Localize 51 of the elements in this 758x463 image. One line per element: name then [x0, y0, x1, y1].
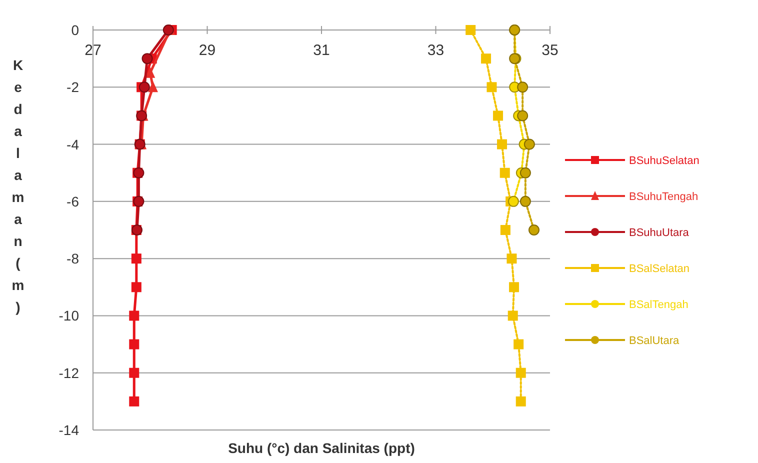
point [508, 196, 519, 207]
point [520, 196, 531, 207]
y-tick-label: -12 [58, 364, 80, 381]
y-tick-label: -8 [66, 250, 80, 267]
point [145, 66, 156, 78]
text: BSuhuSelatan [629, 155, 700, 167]
point [520, 167, 531, 178]
point [148, 81, 158, 92]
point [129, 310, 140, 321]
y-tick-label: -14 [58, 422, 80, 438]
text: BSuhuUtara [629, 227, 690, 239]
y-tick-label: 0 [71, 22, 80, 38]
y-tick-label: -6 [66, 193, 80, 210]
point [506, 254, 517, 264]
point [500, 168, 510, 178]
point [131, 282, 142, 292]
point [528, 224, 540, 236]
text: Kedalaman (m) [12, 57, 24, 315]
point [517, 82, 528, 93]
text: BSalSelatan [629, 263, 690, 275]
x-tick-label: 35 [542, 42, 558, 59]
y-tick-label: -2 [66, 79, 80, 96]
point [466, 25, 476, 35]
point [481, 54, 492, 64]
point [129, 368, 140, 378]
point [524, 138, 535, 150]
x-axis-title: Suhu (°c) dan Salinitas (ppt) [228, 440, 415, 456]
point [129, 396, 140, 406]
point [129, 339, 140, 350]
y-tick-label: -10 [58, 308, 80, 324]
point [516, 396, 526, 406]
text: BSuhuTengah [629, 191, 698, 203]
point [131, 254, 142, 264]
x-tick-label: 29 [198, 42, 216, 59]
point [486, 82, 497, 92]
text: BSalUtara [629, 335, 680, 347]
point [514, 339, 524, 350]
point [497, 139, 508, 150]
point [516, 368, 526, 378]
y-tick-label: -4 [66, 136, 80, 152]
point [508, 310, 518, 321]
point [493, 110, 504, 121]
point [138, 82, 150, 93]
text: BSalTengah [629, 299, 688, 311]
x-tick-label: 27 [84, 42, 102, 59]
x-tick-label: 33 [427, 42, 444, 59]
point [517, 110, 528, 122]
point [509, 282, 520, 292]
point [500, 225, 510, 235]
x-tick-label: 31 [313, 42, 330, 59]
point [142, 53, 153, 64]
